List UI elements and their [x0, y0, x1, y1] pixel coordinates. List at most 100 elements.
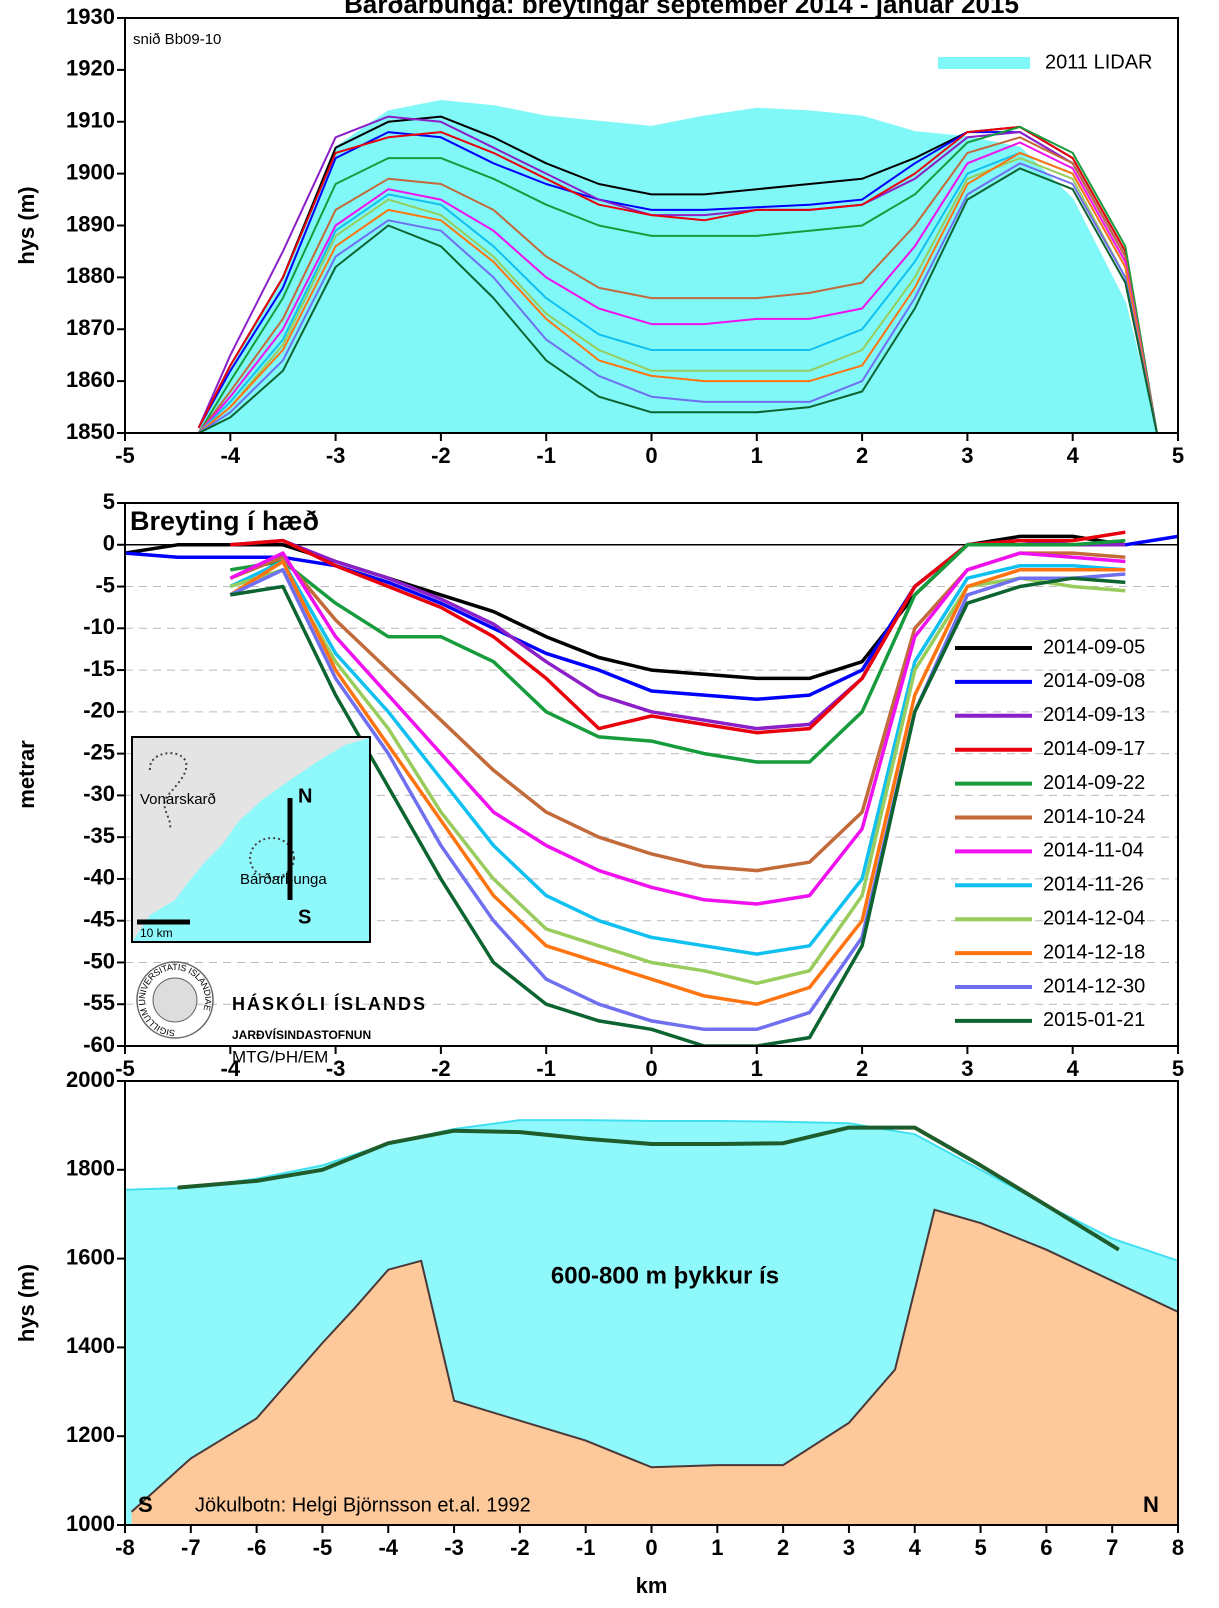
y-tick-label: 1000	[66, 1511, 115, 1536]
x-tick-label: 8	[1172, 1535, 1184, 1560]
map-label: N	[298, 785, 312, 807]
x-tick-label: 2	[777, 1535, 789, 1560]
x-tick-label: -8	[115, 1535, 135, 1560]
plot-area	[125, 1119, 1178, 1525]
series-line	[177, 1125, 1120, 1252]
legend-label: 2014-09-13	[1043, 704, 1145, 726]
series-line	[197, 125, 1158, 433]
y-tick-label: 1400	[66, 1333, 115, 1358]
series-line	[229, 559, 1126, 956]
panel: -8 -7 -6 -5 -4 -3 -2 -1 0 1 2 3 4 5 6 7 8 1000 1200 1400 160…	[14, 1067, 1184, 1598]
logo-name: HÁSKÓLI ÍSLANDS	[232, 993, 427, 1014]
x-tick-label: -5	[115, 1056, 135, 1081]
x-tick-label: 3	[961, 1056, 973, 1081]
annotation: S	[138, 1492, 153, 1517]
series-line	[198, 151, 1158, 433]
x-tick-label: -1	[536, 443, 556, 468]
map-outline	[148, 752, 188, 829]
map-caldera	[249, 837, 295, 879]
y-tick-label: 1200	[66, 1422, 115, 1447]
x-tick-label: 4	[1067, 443, 1080, 468]
x-tick-label: 1	[711, 1535, 723, 1560]
y-tick-label: 0	[103, 531, 115, 556]
x-tick-label: 0	[645, 1535, 657, 1560]
series-line	[197, 151, 1158, 433]
y-tick-label: -45	[83, 907, 115, 932]
chart-title: Breyting í hæð	[130, 506, 319, 536]
plot-area	[125, 503, 1178, 1046]
series-line	[198, 157, 1158, 433]
map-label: S	[298, 906, 311, 928]
x-tick-label: 5	[1172, 1056, 1184, 1081]
map-label: Bárðarbunga	[240, 871, 327, 888]
map-label: 10 km	[140, 926, 173, 940]
y-tick-label: -20	[83, 698, 115, 723]
series-line	[198, 167, 1158, 433]
y-tick-label: 1600	[66, 1244, 115, 1269]
x-tick-label: 2	[856, 443, 868, 468]
x-tick-label: 3	[843, 1535, 855, 1560]
y-tick-label: -5	[95, 572, 115, 597]
annotation: 600-800 m þykkur ís	[551, 1262, 779, 1289]
series-line	[197, 136, 1158, 433]
y-tick-label: 1920	[66, 56, 115, 81]
legend-label: 2014-10-24	[1043, 806, 1145, 828]
legend-label: 2015-01-21	[1043, 1009, 1145, 1031]
x-tick-label: -3	[326, 443, 346, 468]
series-line	[229, 551, 1126, 906]
series-line	[229, 559, 1126, 1006]
y-tick-label: -40	[83, 865, 115, 890]
y-axis-label: hys (m)	[14, 1264, 39, 1342]
logo-institute: JARÐVÍSINDASTOFNUN	[232, 1027, 371, 1042]
y-tick-label: 1870	[66, 315, 115, 340]
legend-label: 2014-09-17	[1043, 738, 1145, 760]
x-tick-label: 2	[856, 1056, 868, 1081]
y-tick-label: -35	[83, 823, 115, 848]
x-tick-label: 6	[1040, 1535, 1052, 1560]
x-tick-label: 0	[645, 443, 657, 468]
annotation: snið Bb09-10	[133, 31, 221, 48]
y-axis-label: hys (m)	[14, 186, 39, 264]
legend-label: 2014-09-22	[1043, 772, 1145, 794]
area	[131, 1209, 1178, 1525]
x-tick-label: 3	[961, 443, 973, 468]
legend-label: 2014-12-18	[1043, 941, 1145, 963]
inset-map: Vonarskarð N Bárðarbunga S 10 km	[131, 736, 371, 943]
x-tick-label: -5	[115, 443, 135, 468]
y-axis-label: metrar	[14, 740, 39, 809]
y-tick-label: 1890	[66, 211, 115, 236]
y-tick-label: 1880	[66, 263, 115, 288]
series-line	[229, 568, 1126, 1032]
y-tick-label: -50	[83, 948, 115, 973]
panel: -5 -4 -3 -2 -1 0 1 2 3 4 5 1850 1860 1870 1880 1890 1900…	[14, 0, 1184, 468]
y-tick-label: 1910	[66, 108, 115, 133]
x-tick-label: -1	[576, 1535, 596, 1560]
area-edge	[130, 1208, 1178, 1513]
map-ice	[133, 738, 369, 941]
annotation: Jökulbotn: Helgi Björnsson et.al. 1992	[195, 1494, 531, 1516]
logo-authors: MTG/ÞH/EM	[232, 1047, 328, 1066]
x-tick-label: 4	[909, 1535, 922, 1560]
x-tick-label: -4	[378, 1535, 398, 1560]
legend-label: 2014-12-30	[1043, 975, 1145, 997]
x-tick-label: 4	[1067, 1056, 1080, 1081]
x-tick-label: 1	[751, 1056, 763, 1081]
y-tick-label: -30	[83, 781, 115, 806]
area-edge	[125, 1119, 1178, 1262]
seal-ring	[136, 961, 214, 1039]
x-tick-label: -6	[247, 1535, 267, 1560]
y-tick-label: 2000	[66, 1067, 115, 1092]
y-tick-label: -60	[83, 1032, 115, 1057]
legend-label: 2011 LIDAR	[1045, 51, 1152, 73]
legend-label: 2014-11-04	[1043, 840, 1144, 862]
chart-title: Bárðarbunga: breytingar september 2014 -…	[344, 0, 1019, 19]
legend-label: 2014-11-26	[1043, 874, 1144, 896]
plot-area	[197, 99, 1158, 433]
annotation: N	[1143, 1492, 1159, 1517]
legend-label: 2014-09-05	[1043, 636, 1145, 658]
x-tick-label: 5	[974, 1535, 986, 1560]
y-tick-label: 1930	[66, 4, 115, 29]
y-tick-label: 1900	[66, 159, 115, 184]
series-line	[230, 538, 1126, 764]
y-tick-label: -25	[83, 739, 115, 764]
